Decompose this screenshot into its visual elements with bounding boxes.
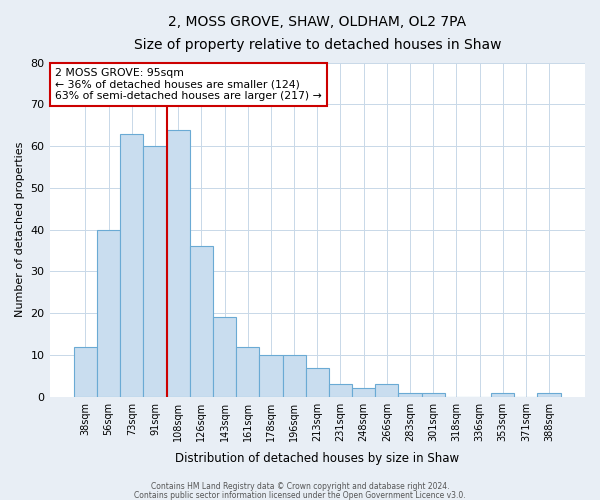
Bar [259,355,283,397]
Bar [97,230,120,397]
Bar [422,392,445,397]
Text: Contains public sector information licensed under the Open Government Licence v3: Contains public sector information licen… [134,490,466,500]
Bar [398,392,422,397]
Bar [213,318,236,397]
Bar [167,130,190,397]
Bar [283,355,305,397]
Title: 2, MOSS GROVE, SHAW, OLDHAM, OL2 7PA
Size of property relative to detached house: 2, MOSS GROVE, SHAW, OLDHAM, OL2 7PA Siz… [134,15,501,52]
Bar [329,384,352,397]
Bar [352,388,375,397]
X-axis label: Distribution of detached houses by size in Shaw: Distribution of detached houses by size … [175,452,460,465]
Bar [74,346,97,397]
Bar [305,368,329,397]
Bar [538,392,560,397]
Text: 2 MOSS GROVE: 95sqm
← 36% of detached houses are smaller (124)
63% of semi-detac: 2 MOSS GROVE: 95sqm ← 36% of detached ho… [55,68,322,101]
Bar [375,384,398,397]
Bar [491,392,514,397]
Y-axis label: Number of detached properties: Number of detached properties [15,142,25,318]
Bar [120,134,143,397]
Bar [236,346,259,397]
Bar [190,246,213,397]
Bar [143,146,167,397]
Text: Contains HM Land Registry data © Crown copyright and database right 2024.: Contains HM Land Registry data © Crown c… [151,482,449,491]
